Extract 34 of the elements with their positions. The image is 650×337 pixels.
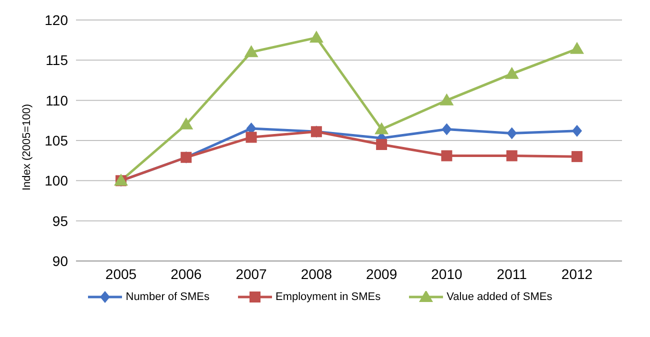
point: [179, 117, 194, 130]
point: [309, 30, 324, 43]
point: [374, 122, 389, 134]
y-tick-label: 95: [52, 212, 68, 229]
y-tick-label: 120: [44, 12, 68, 28]
y-tick-label: 90: [52, 252, 68, 269]
legend-label: Employment in SMEs: [274, 291, 381, 303]
x-tick-label: 2011: [496, 266, 528, 282]
x-tick-label: 2008: [300, 266, 332, 282]
y-tick-label: 115: [46, 52, 68, 68]
point: [244, 45, 258, 58]
point: [442, 123, 452, 136]
legend-label: Value added of SMEs: [446, 291, 552, 303]
point: [376, 139, 388, 150]
point: [506, 127, 517, 140]
x-tick-label: 2005: [105, 266, 137, 282]
point: [506, 150, 518, 162]
x-tick-label: 2006: [170, 266, 202, 282]
x-tick-label: 2012: [561, 266, 593, 282]
point: [504, 66, 519, 79]
point: [572, 124, 582, 137]
y-axis-title: Index (2005=100): [20, 104, 33, 190]
legend-label: Number of SMEs: [124, 291, 210, 303]
y-tick-label: 100: [44, 172, 68, 189]
point: [246, 132, 257, 143]
point: [572, 151, 582, 162]
x-tick-label: 2010: [431, 266, 462, 282]
x-tick-label: 2007: [236, 266, 268, 282]
point: [440, 93, 454, 106]
point: [570, 42, 584, 54]
y-tick-label: 110: [46, 92, 68, 108]
point: [441, 150, 452, 162]
y-tick-label: 105: [44, 132, 68, 148]
x-tick-label: 2009: [366, 266, 398, 282]
